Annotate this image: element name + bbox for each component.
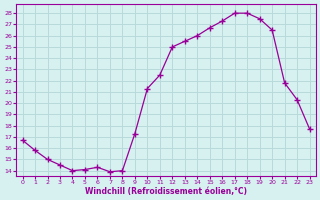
X-axis label: Windchill (Refroidissement éolien,°C): Windchill (Refroidissement éolien,°C) bbox=[85, 187, 247, 196]
